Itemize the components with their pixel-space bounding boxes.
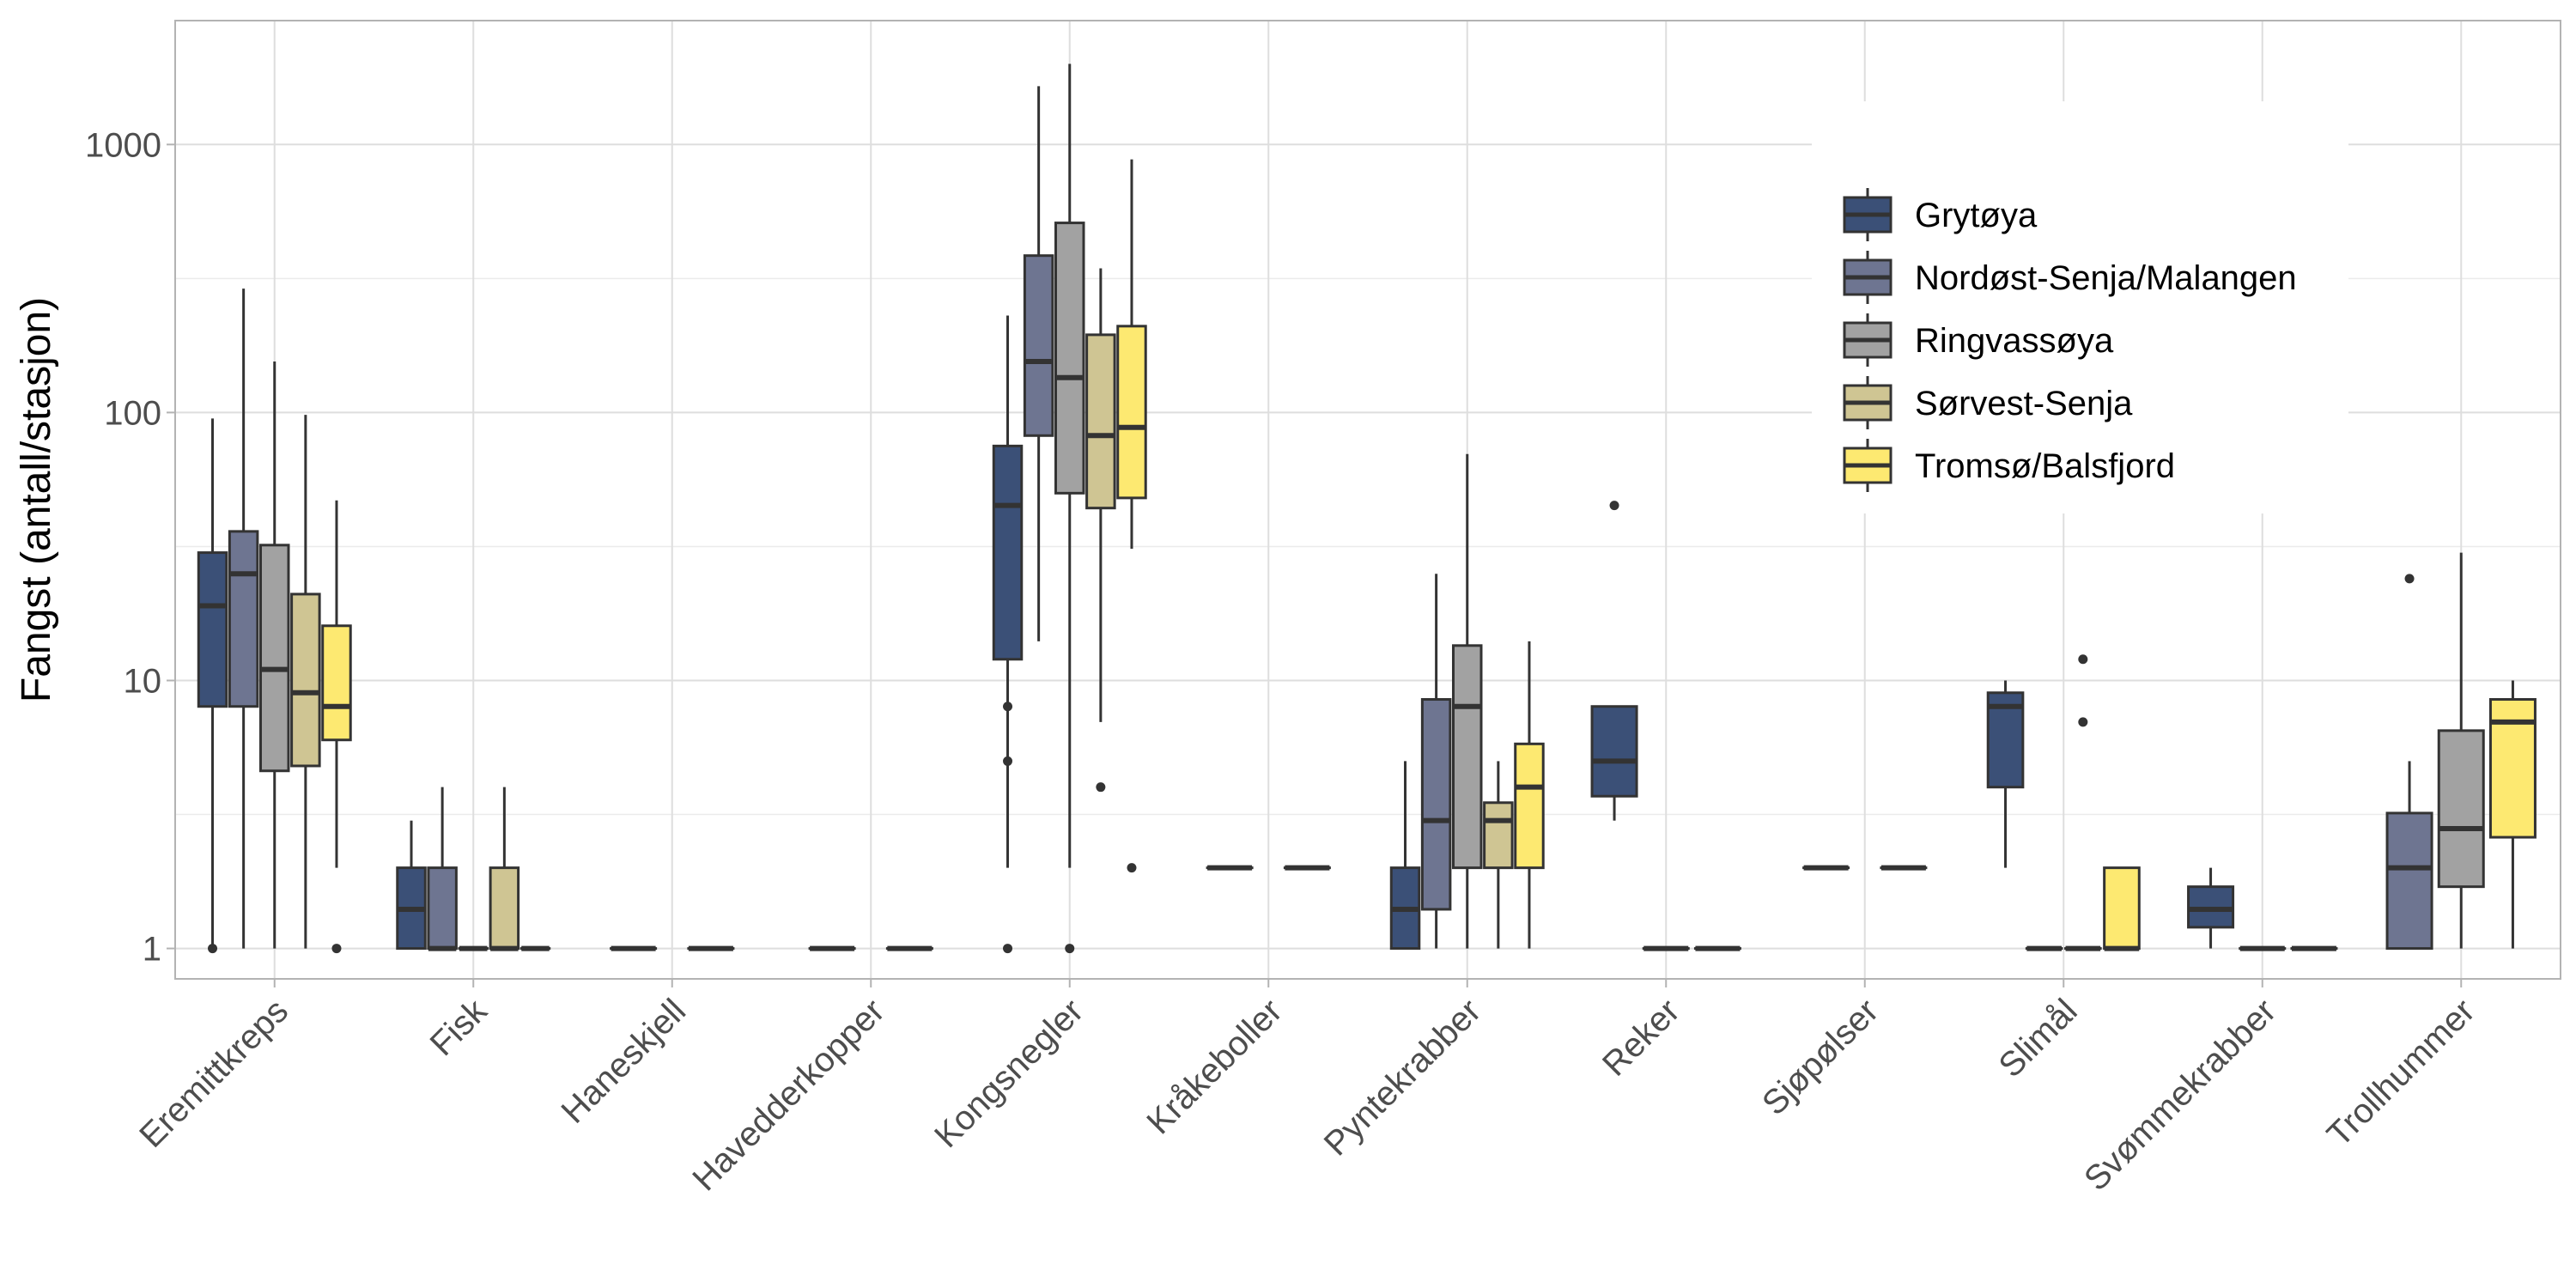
outlier-point <box>208 944 218 954</box>
legend-item: Sørvest-Senja <box>1843 376 2133 429</box>
box-body <box>992 444 1024 661</box>
box-kongsnegler-3 <box>1085 268 1116 793</box>
box-body <box>2437 729 2485 889</box>
outlier-point <box>1065 944 1075 954</box>
legend-item: Grytøya <box>1843 188 2038 241</box>
y-axis-ticks: 1 10 100 1000 <box>85 126 175 969</box>
box-pyntekrabber-3 <box>1483 761 1514 949</box>
box-pyntekrabber-0 <box>1389 761 1421 951</box>
outlier-point <box>1003 944 1013 954</box>
y-tick-label: 10 <box>124 662 162 700</box>
box-body <box>197 551 228 708</box>
legend-background <box>1812 101 2348 513</box>
legend: Grytøya Nordøst-Senja/Malangen Ringvassøya… <box>1812 101 2348 513</box>
legend-item: Ringvassøya <box>1843 313 2114 367</box>
outlier-point <box>1096 782 1106 793</box>
legend-item: Nordøst-Senja/Malangen <box>1843 251 2297 304</box>
box-body <box>489 866 520 951</box>
box-body <box>1451 644 1483 870</box>
box-body <box>1420 698 1452 911</box>
box-fisk-3 <box>489 787 520 951</box>
box-body <box>290 592 321 768</box>
box-body <box>1483 801 1514 870</box>
box-fisk-0 <box>396 820 427 951</box>
outlier-point <box>1127 863 1137 873</box>
box-body <box>1590 705 1638 798</box>
box-layer <box>197 64 2537 954</box>
outlier-point <box>2078 717 2088 727</box>
box-pyntekrabber-1 <box>1420 574 1452 949</box>
y-tick-label: 100 <box>104 394 161 432</box>
box-body <box>321 624 352 742</box>
box-kongsnegler-2 <box>1054 64 1085 954</box>
box-slimål-3 <box>2103 866 2141 951</box>
box-body <box>1023 254 1054 437</box>
box-body <box>1085 333 1116 510</box>
box-trollhummer-0 <box>2385 574 2433 951</box>
legend-label: Grytøya <box>1915 197 2038 234</box>
legend-label: Ringvassøya <box>1915 322 2114 360</box>
legend-label: Nordøst-Senja/Malangen <box>1915 259 2297 297</box>
y-axis-label: Fangst (antall/stasjon) <box>14 297 59 702</box>
box-reker-0 <box>1590 501 1638 821</box>
box-kongsnegler-1 <box>1023 86 1054 641</box>
box-eremittkreps-3 <box>290 415 321 949</box>
legend-label: Tromsø/Balsfjord <box>1915 447 2175 485</box>
box-eremittkreps-0 <box>197 418 228 954</box>
box-slimål-0 <box>1986 680 2025 868</box>
box-body <box>427 866 458 951</box>
panel-border <box>174 20 2561 980</box>
box-fisk-1 <box>427 787 458 951</box>
box-body <box>1514 742 1545 870</box>
box-body <box>1054 222 1085 495</box>
box-eremittkreps-2 <box>258 361 290 949</box>
box-svømmekrabber-0 <box>2187 867 2235 949</box>
box-kongsnegler-4 <box>1116 159 1147 873</box>
box-kongsnegler-0 <box>992 315 1024 954</box>
outlier-point <box>2078 654 2088 665</box>
outlier-point <box>1003 702 1013 712</box>
legend-label: Sørvest-Senja <box>1915 385 2133 422</box>
box-body <box>1116 325 1147 500</box>
box-body <box>2385 811 2433 951</box>
outlier-point <box>1609 501 1619 511</box>
outlier-point <box>1003 756 1013 766</box>
y-tick-label: 1000 <box>85 126 161 164</box>
box-body <box>258 544 290 773</box>
outlier-point <box>331 944 342 954</box>
outlier-point <box>2404 574 2415 584</box>
box-body <box>228 530 259 708</box>
box-body <box>2103 866 2141 951</box>
y-tick-label: 1 <box>143 931 161 969</box>
box-slimål-2 <box>2064 654 2102 951</box>
box-pyntekrabber-4 <box>1514 641 1545 949</box>
box-eremittkreps-1 <box>228 289 259 949</box>
legend-item: Tromsø/Balsfjord <box>1843 439 2175 492</box>
box-eremittkreps-4 <box>321 500 352 954</box>
box-trollhummer-2 <box>2488 680 2537 949</box>
box-pyntekrabber-2 <box>1451 453 1483 949</box>
box-trollhummer-1 <box>2437 552 2485 949</box>
